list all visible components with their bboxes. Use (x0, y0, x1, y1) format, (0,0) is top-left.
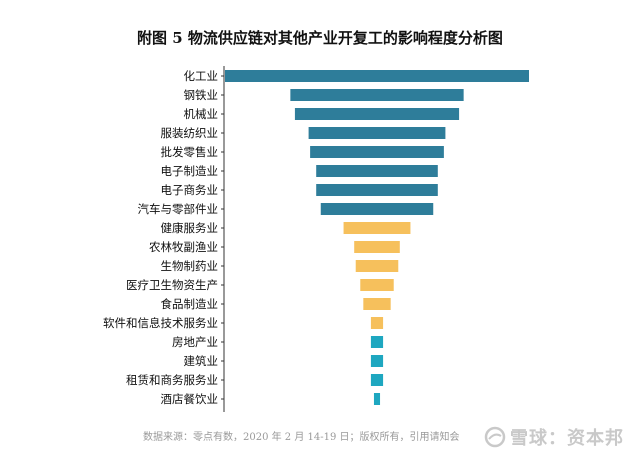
category-label: 电子制造业 (161, 164, 219, 178)
category-label: 钢铁业 (184, 88, 219, 102)
watermark: 雪球：资本邦 (484, 425, 624, 449)
watermark-text: 雪球：资本邦 (510, 428, 624, 449)
bar (320, 203, 434, 215)
bar (370, 317, 384, 329)
category-label: 健康服务业 (161, 221, 219, 235)
category-label: 汽车与零部件业 (138, 202, 219, 216)
category-label: 房地产业 (172, 335, 218, 349)
bar (370, 374, 384, 386)
bar (355, 260, 399, 272)
category-label: 化工业 (184, 69, 219, 83)
category-label: 机械业 (184, 107, 219, 121)
bar (363, 298, 391, 310)
bar (360, 279, 394, 291)
bar (308, 127, 446, 139)
bar (354, 241, 400, 253)
bar (290, 89, 464, 101)
bar (370, 336, 384, 348)
category-labels: 化工业钢铁业机械业服装纺织业批发零售业电子制造业电子商务业汽车与零部件业健康服务… (103, 69, 224, 406)
bar (294, 108, 460, 120)
chart-title: 附图 5 物流供应链对其他产业开复工的影响程度分析图 (137, 29, 503, 47)
category-label: 批发零售业 (161, 145, 219, 159)
bar (316, 165, 438, 177)
category-label: 电子商务业 (161, 183, 219, 197)
category-label: 建筑业 (184, 354, 219, 368)
bar (373, 393, 381, 405)
bar (316, 184, 438, 196)
bar-series (225, 70, 529, 405)
category-label: 租赁和商务服务业 (126, 373, 218, 387)
category-label: 农林牧副渔业 (149, 240, 218, 254)
data-source-note: 数据来源：零点有数，2020 年 2 月 14-19 日；版权所有，引用请知会 (143, 432, 460, 443)
category-label: 医疗卫生物资生产 (126, 278, 218, 292)
bar (225, 70, 529, 82)
category-label: 软件和信息技术服务业 (103, 316, 218, 330)
bar (310, 146, 444, 158)
snowball-logo-icon (484, 426, 506, 448)
category-label: 酒店餐饮业 (161, 392, 219, 406)
category-label: 食品制造业 (161, 297, 219, 311)
bar (370, 355, 384, 367)
bar (343, 222, 411, 234)
category-label: 服装纺织业 (161, 126, 219, 140)
category-label: 生物制药业 (161, 259, 219, 273)
